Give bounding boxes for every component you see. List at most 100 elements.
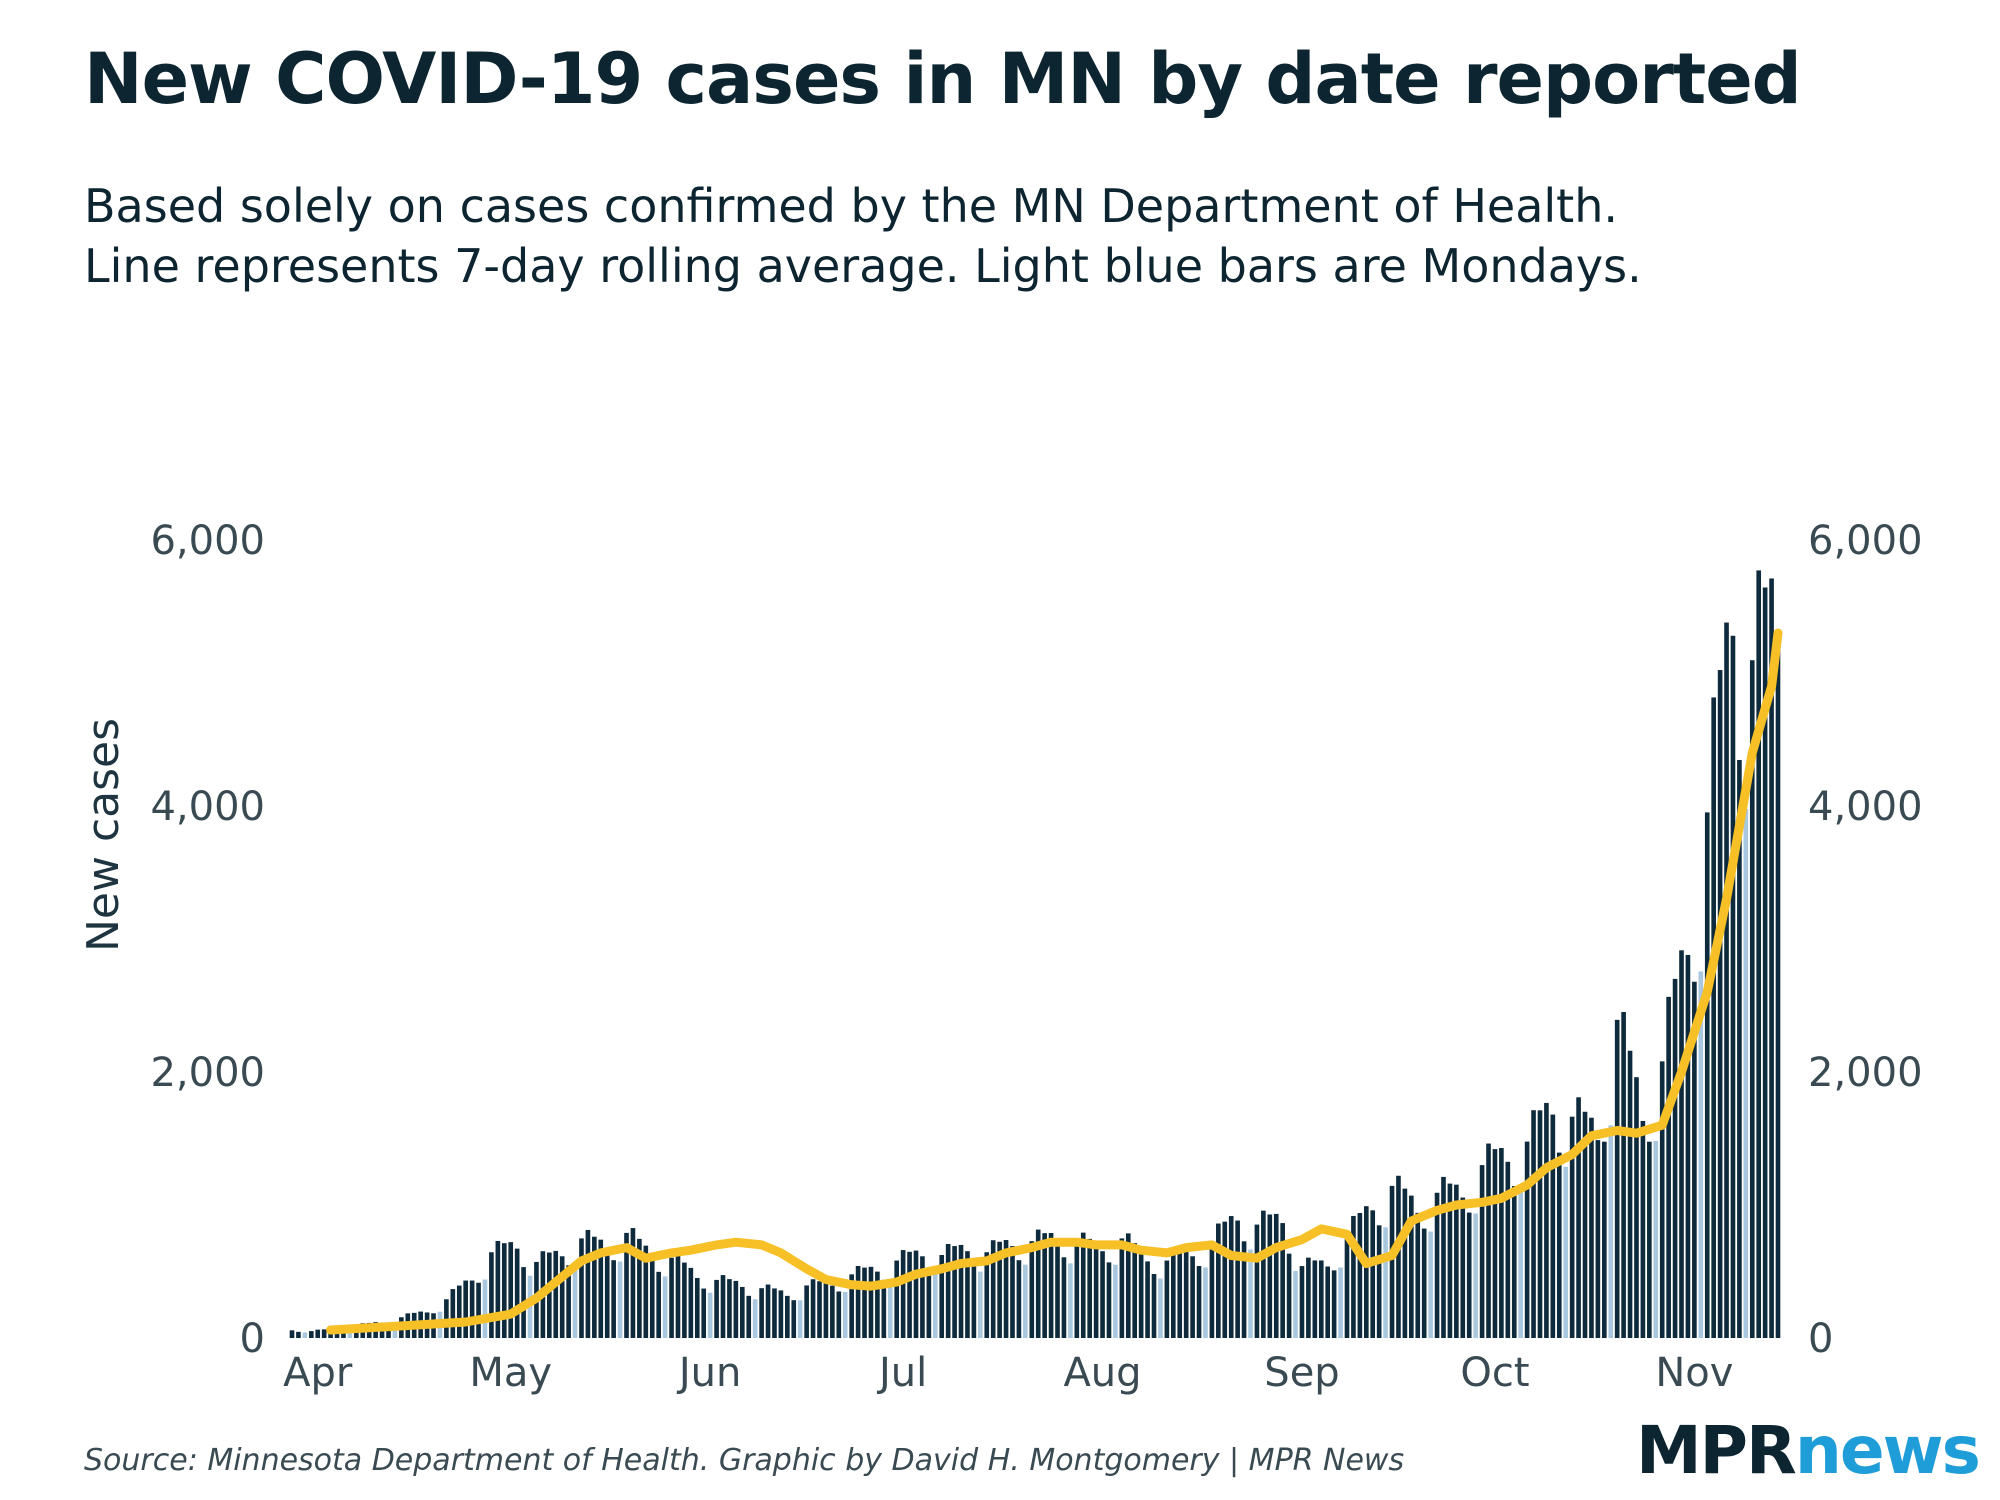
daily-bar	[1531, 1110, 1536, 1338]
daily-bar	[1273, 1213, 1279, 1338]
monday-bar	[707, 1292, 713, 1338]
x-tick-label: Aug	[1063, 1350, 1141, 1396]
daily-bar	[1087, 1238, 1092, 1338]
mpr-news-logo: MPRnews	[1636, 1418, 1981, 1484]
daily-bar	[1190, 1256, 1195, 1338]
daily-bar	[1466, 1212, 1472, 1338]
daily-bar	[1737, 759, 1742, 1338]
daily-bar	[463, 1280, 468, 1338]
daily-bar	[971, 1266, 977, 1338]
daily-bar	[1556, 1152, 1562, 1338]
y-tick-label-right: 6,000	[1808, 518, 1923, 564]
daily-bar	[920, 1256, 925, 1338]
daily-bar	[810, 1279, 816, 1338]
daily-bar	[315, 1329, 321, 1338]
daily-bar	[990, 1240, 996, 1338]
daily-bar	[1035, 1229, 1041, 1338]
daily-bar	[739, 1286, 745, 1338]
y-axis-title: New cases	[78, 718, 129, 952]
daily-bar	[1164, 1260, 1170, 1338]
daily-bar	[1100, 1251, 1105, 1338]
x-axis: Apr May Jun Jul Aug Sep Oct Nov	[283, 1350, 1733, 1396]
source-credit: Source: Minnesota Department of Health. …	[84, 1443, 1405, 1478]
daily-bar	[1659, 1061, 1665, 1338]
daily-bar	[1704, 812, 1710, 1338]
daily-bar	[1679, 950, 1684, 1338]
daily-bar	[1055, 1240, 1060, 1338]
daily-bar	[1177, 1251, 1183, 1338]
daily-bar	[1454, 1184, 1459, 1338]
monday-bar	[1023, 1264, 1028, 1338]
daily-bar	[926, 1269, 932, 1338]
y-axis-right: 0 2,000 4,000 6,000	[1808, 518, 1923, 1362]
x-tick-label: Jun	[676, 1350, 742, 1396]
monday-bar	[887, 1281, 893, 1338]
logo-news: news	[1794, 1412, 1981, 1489]
daily-bar	[682, 1262, 687, 1338]
daily-bar	[830, 1285, 835, 1338]
daily-bar	[1602, 1141, 1607, 1338]
daily-bar	[624, 1232, 629, 1338]
daily-bar	[585, 1229, 591, 1338]
daily-bar	[701, 1288, 707, 1338]
daily-bar	[637, 1238, 642, 1338]
daily-bar	[1692, 981, 1697, 1338]
y-tick-label-left: 2,000	[150, 1050, 265, 1096]
daily-bar	[1228, 1216, 1234, 1338]
logo-mpr: MPR	[1636, 1412, 1797, 1489]
daily-bar	[1582, 1111, 1588, 1338]
x-tick-label: Sep	[1264, 1350, 1339, 1396]
daily-bar	[875, 1271, 880, 1338]
daily-bar	[592, 1236, 597, 1338]
daily-bar	[341, 1329, 346, 1338]
monday-bar	[932, 1274, 938, 1338]
daily-bar	[759, 1288, 764, 1338]
daily-bar	[1634, 1077, 1639, 1338]
daily-bar	[868, 1266, 874, 1338]
x-tick-label: Apr	[283, 1350, 353, 1396]
subtitle-line-1: Based solely on cases confirmed by the M…	[84, 179, 1618, 233]
daily-bar	[765, 1284, 771, 1338]
daily-bar	[630, 1228, 636, 1338]
daily-bar	[489, 1252, 494, 1338]
daily-bar	[1711, 697, 1716, 1338]
daily-bar	[1170, 1250, 1176, 1338]
daily-bar	[495, 1240, 501, 1338]
daily-bar	[1138, 1249, 1144, 1338]
daily-bar	[296, 1331, 301, 1338]
monday-bar	[1473, 1213, 1478, 1338]
daily-bar	[804, 1285, 809, 1338]
daily-bar	[772, 1288, 777, 1338]
daily-bar	[1280, 1223, 1285, 1338]
daily-bar	[952, 1246, 957, 1338]
monday-bar	[978, 1271, 983, 1338]
monday-bar	[1563, 1166, 1569, 1338]
subtitle-line-2: Line represents 7-day rolling average. L…	[84, 239, 1642, 293]
daily-bar	[1647, 1141, 1652, 1338]
daily-bar	[1357, 1213, 1363, 1338]
daily-bar	[469, 1280, 475, 1338]
monday-bar	[572, 1266, 578, 1338]
daily-bar	[566, 1265, 571, 1338]
daily-bar	[1048, 1232, 1054, 1338]
daily-bar	[688, 1267, 694, 1338]
x-tick-label: Nov	[1655, 1350, 1733, 1396]
daily-bar	[900, 1250, 906, 1338]
daily-bar	[308, 1331, 314, 1338]
daily-bar	[508, 1242, 514, 1338]
daily-bar	[1267, 1214, 1273, 1338]
daily-bar	[1254, 1224, 1260, 1338]
daily-bar	[1627, 1050, 1633, 1338]
daily-bar	[1235, 1220, 1240, 1338]
daily-bar	[1614, 1019, 1620, 1338]
daily-bar	[1479, 1165, 1485, 1338]
daily-bar	[1537, 1110, 1543, 1338]
daily-bar	[1222, 1221, 1228, 1338]
daily-bar	[1344, 1235, 1350, 1338]
daily-bar	[1318, 1260, 1324, 1338]
daily-bar	[1151, 1274, 1157, 1338]
daily-bar	[1499, 1148, 1504, 1338]
daily-bar	[321, 1329, 327, 1338]
x-tick-label: Oct	[1460, 1350, 1529, 1396]
daily-bar	[1775, 629, 1781, 1338]
